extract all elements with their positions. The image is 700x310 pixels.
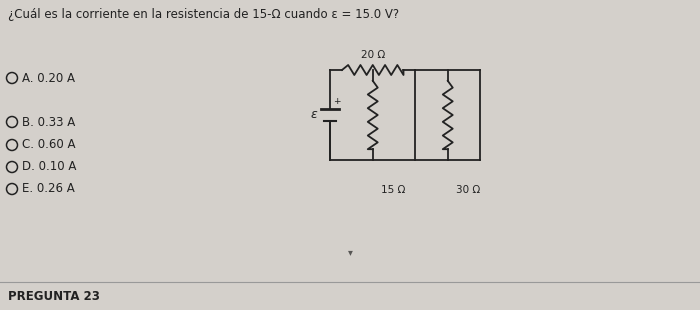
Text: ▾: ▾ [348, 247, 352, 257]
Text: +: + [333, 97, 341, 106]
Text: E. 0.26 A: E. 0.26 A [22, 183, 75, 196]
Text: 20 Ω: 20 Ω [360, 50, 385, 60]
Text: ¿Cuál es la corriente en la resistencia de 15-Ω cuando ε = 15.0 V?: ¿Cuál es la corriente en la resistencia … [8, 8, 399, 21]
Text: D. 0.10 A: D. 0.10 A [22, 161, 76, 174]
Text: C. 0.60 A: C. 0.60 A [22, 139, 76, 152]
Text: PREGUNTA 23: PREGUNTA 23 [8, 290, 100, 303]
Text: A. 0.20 A: A. 0.20 A [22, 72, 75, 85]
Text: 30 Ω: 30 Ω [456, 185, 480, 195]
Text: B. 0.33 A: B. 0.33 A [22, 116, 76, 129]
Text: ε: ε [311, 108, 317, 122]
Text: 15 Ω: 15 Ω [381, 185, 405, 195]
